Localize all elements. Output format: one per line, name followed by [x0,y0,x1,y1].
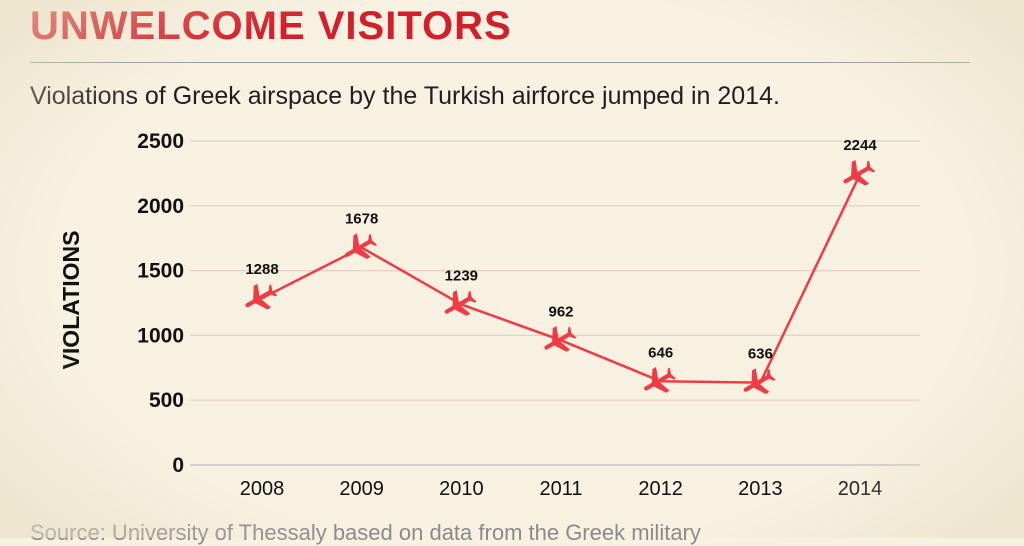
data-markers [245,159,876,395]
airplane-icon [444,290,477,316]
y-axis-ticks: 0 500 1000 1500 2000 2500 [137,130,184,477]
y-tick-label: 500 [149,389,184,412]
data-label: 636 [748,346,773,363]
x-tick-label: 2012 [638,478,683,500]
data-label: 1678 [345,211,378,228]
x-tick-label: 2014 [838,478,883,500]
x-tick-label: 2011 [539,478,582,500]
x-axis-ticks: 2008 2009 2010 2011 2012 2013 2014 [240,478,883,500]
airplane-icon [544,326,577,352]
data-labels: 1288 1678 1239 962 646 636 2244 [245,137,877,362]
airplane-icon [843,159,876,186]
y-tick-label: 1000 [137,324,184,347]
airplane-icon [245,283,278,310]
data-label: 1239 [445,267,478,284]
data-label: 962 [548,303,573,320]
y-tick-label: 2500 [137,130,184,153]
x-tick-label: 2008 [240,478,285,500]
data-label: 1288 [245,261,278,278]
y-axis-label: VIOLATIONS [58,231,84,370]
x-tick-label: 2009 [339,478,384,500]
y-tick-label: 2000 [137,195,184,218]
y-tick-label: 1500 [137,260,184,283]
source-note: Source: University of Thessaly based on … [30,520,701,545]
y-tick-label: 0 [172,454,184,477]
data-label: 646 [648,344,673,361]
data-label: 2244 [843,137,877,154]
x-tick-label: 2010 [439,478,484,500]
airplane-icon [345,233,378,259]
x-tick-label: 2013 [738,478,783,500]
